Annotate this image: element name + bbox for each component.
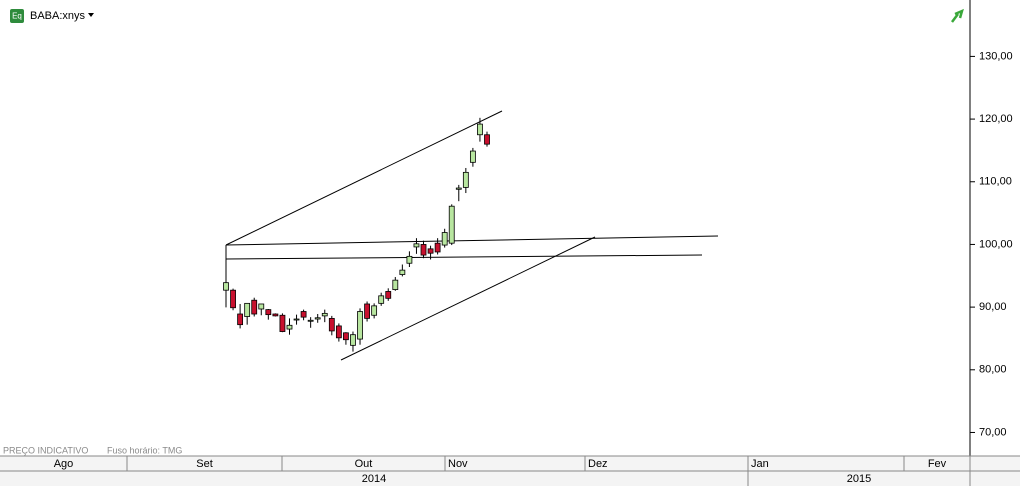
trendline [340, 236, 596, 361]
candle-body [371, 305, 378, 316]
candle-body [427, 248, 434, 254]
y-tick-label: 90,00 [979, 301, 1007, 313]
symbol-icon [10, 9, 24, 23]
candle-body [462, 171, 469, 188]
candle-body [350, 334, 356, 346]
month-label: Ago [54, 458, 74, 470]
footer-note: PREÇO INDICATIVO [3, 445, 88, 455]
candle-body [441, 232, 448, 246]
candle-body [279, 314, 286, 332]
candle-body [484, 134, 490, 145]
candle-body [469, 150, 476, 163]
year-label: 2014 [362, 473, 386, 485]
candle-body [413, 243, 420, 248]
symbol-icon-text: Eq [12, 12, 22, 21]
candle-body [364, 303, 370, 319]
month-label: Out [355, 458, 373, 470]
month-label: Nov [448, 458, 468, 470]
candle-body [477, 123, 483, 136]
y-tick-label: 100,00 [979, 238, 1013, 250]
candle-body [223, 282, 229, 291]
candle-body [300, 311, 307, 318]
candle-body [258, 303, 265, 310]
candle-body [272, 313, 279, 317]
candle-body [307, 319, 314, 322]
y-tick-label: 70,00 [979, 426, 1007, 438]
y-tick-label: 80,00 [979, 364, 1007, 376]
candle-body [455, 187, 462, 190]
candle-body [321, 312, 328, 317]
candle-body [230, 289, 236, 309]
candle-body [385, 291, 392, 299]
candle-body [265, 309, 272, 316]
candle-body [335, 325, 342, 339]
chart-title[interactable]: BABA:xnys [30, 10, 86, 22]
candle-body [392, 279, 399, 290]
month-label: Fev [928, 458, 947, 470]
candle-body [378, 295, 385, 304]
candle-body [293, 318, 300, 321]
footer-note: Fuso horário: TMG [107, 445, 182, 455]
candle-body [343, 332, 349, 341]
trendline [225, 254, 703, 260]
candle-body [434, 242, 441, 253]
y-tick-label: 110,00 [979, 176, 1012, 188]
candle-body [448, 205, 455, 244]
candle-body [328, 317, 335, 332]
candle-body [251, 299, 258, 315]
candle-body [420, 244, 427, 256]
candle-body [286, 324, 293, 330]
month-label: Jan [751, 458, 769, 470]
dropdown-arrow[interactable] [88, 13, 94, 17]
trend-icon[interactable] [951, 8, 964, 23]
y-tick-label: 120,00 [979, 113, 1013, 125]
candle-body [237, 313, 244, 326]
candle-body [244, 302, 251, 317]
candle-body [406, 255, 413, 264]
candle-body [399, 269, 406, 275]
month-label: Dez [588, 458, 608, 470]
trendline [225, 110, 503, 246]
y-tick-label: 130,00 [979, 50, 1013, 62]
month-label: Set [196, 458, 213, 470]
candle-body [314, 317, 321, 320]
candle-body [357, 311, 363, 340]
trendline [225, 235, 719, 246]
year-label: 2015 [847, 473, 871, 485]
